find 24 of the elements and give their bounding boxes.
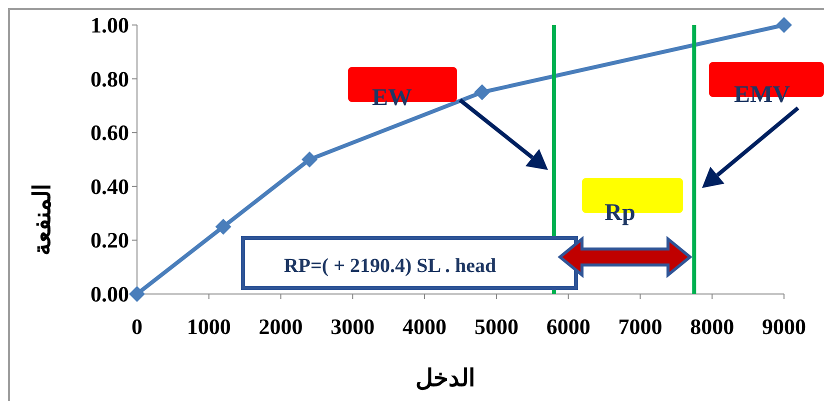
x-tick-label: 0: [132, 314, 142, 339]
x-axis-title: الدخل: [416, 366, 476, 392]
annotation: RP=( + 2190.4) SL . head: [284, 255, 496, 277]
point: [129, 286, 145, 302]
y-tick-label: 0.20: [90, 228, 129, 253]
x-tick-label: 4000: [402, 314, 447, 339]
x-tick-label: 1000: [186, 314, 231, 339]
y-tick-label: 0.60: [90, 120, 129, 146]
x-tick-label: 5000: [474, 314, 518, 339]
x-tick-label: 2000: [258, 314, 303, 339]
x-tick-label: 3000: [330, 314, 375, 339]
point: [215, 218, 232, 235]
x-tick-label: 9000: [762, 314, 806, 339]
point: [302, 152, 318, 168]
x-tick-label: 8000: [690, 314, 734, 339]
point: [776, 17, 792, 33]
x-tick-label: 6000: [546, 314, 590, 339]
y-tick-label: 0.00: [90, 282, 129, 306]
y-tick-label: 0.80: [90, 66, 129, 92]
y-axis-title: المنفعة: [30, 184, 56, 256]
y-tick-label: 0.40: [90, 174, 129, 199]
y-tick-label: 1.00: [90, 12, 129, 38]
x-tick-label: 7000: [618, 314, 662, 339]
point: [474, 84, 490, 100]
